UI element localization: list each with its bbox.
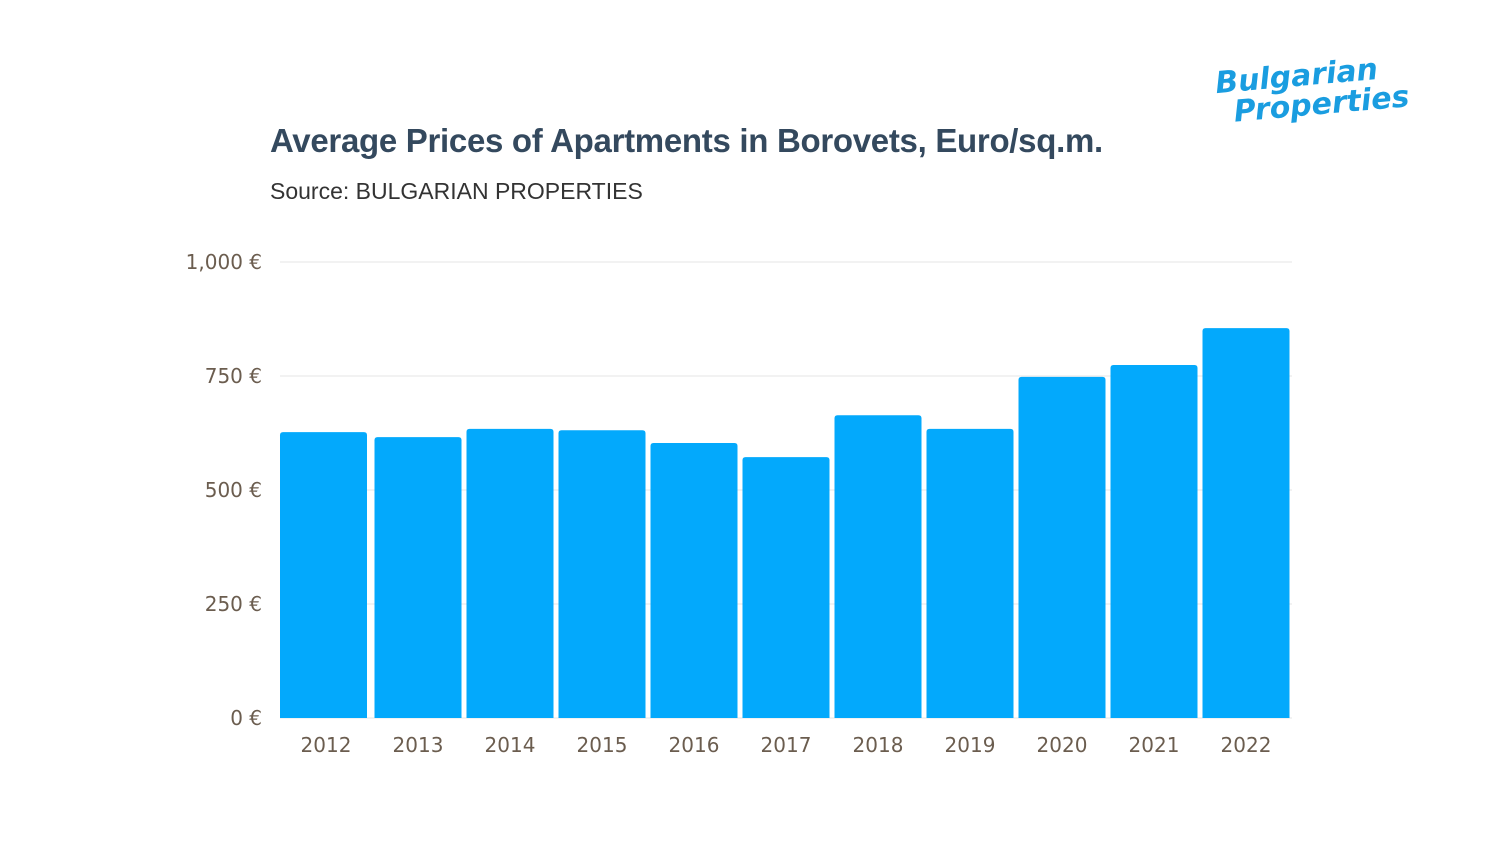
bar-2018 — [834, 415, 922, 718]
bar-2012 — [280, 432, 367, 718]
bar-2020 — [1018, 376, 1106, 718]
x-tick-label: 2020 — [1037, 733, 1088, 757]
x-tick-label: 2019 — [945, 733, 996, 757]
bar-2015 — [558, 430, 646, 718]
chart-subtitle: Source: BULGARIAN PROPERTIES — [270, 178, 643, 204]
y-tick-label: 0 € — [230, 706, 262, 730]
x-tick-label: 2012 — [301, 733, 352, 757]
y-tick-label: 750 € — [205, 364, 262, 388]
y-tick-label: 250 € — [205, 592, 262, 616]
y-tick-label: 1,000 € — [186, 250, 262, 274]
y-tick-label: 500 € — [205, 478, 262, 502]
x-tick-label: 2021 — [1129, 733, 1180, 757]
bar-2019 — [926, 428, 1014, 718]
bar-2017 — [742, 457, 830, 718]
bar-2013 — [374, 437, 462, 718]
x-tick-label: 2017 — [761, 733, 812, 757]
x-tick-label: 2014 — [485, 733, 536, 757]
x-tick-label: 2018 — [853, 733, 904, 757]
bar-2014 — [466, 428, 554, 718]
bulgarian-properties-logo: Bulgarian Properties — [1214, 52, 1411, 123]
chart-title: Average Prices of Apartments in Borovets… — [270, 122, 1103, 159]
x-tick-label: 2013 — [393, 733, 444, 757]
x-tick-label: 2016 — [669, 733, 720, 757]
bar-2021 — [1110, 365, 1198, 718]
bar-2016 — [650, 443, 738, 718]
x-tick-label: 2022 — [1221, 733, 1272, 757]
x-tick-label: 2015 — [577, 733, 628, 757]
bar-2022 — [1202, 328, 1290, 718]
